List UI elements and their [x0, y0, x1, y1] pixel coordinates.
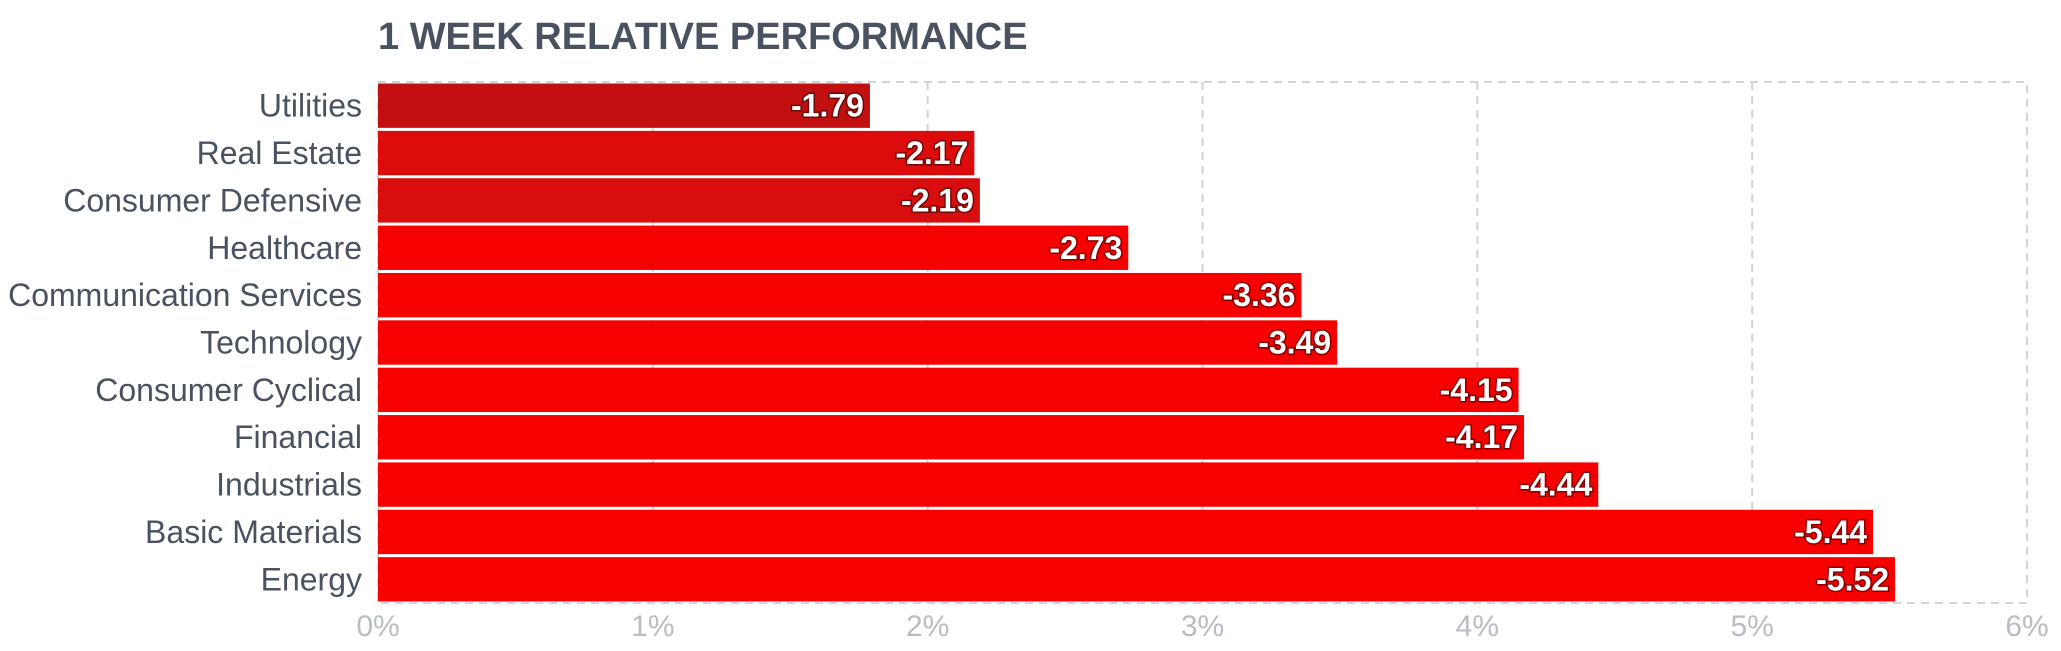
- bar: [378, 178, 980, 223]
- x-tick-label: 3%: [1181, 610, 1224, 643]
- value-label: -2.19: [901, 182, 974, 218]
- x-tick-label: 2%: [906, 610, 949, 643]
- category-label: Real Estate: [197, 135, 362, 171]
- bar: [378, 225, 1129, 270]
- category-label: Utilities: [259, 88, 362, 124]
- bar: [378, 415, 1525, 460]
- value-label: -4.15: [1440, 372, 1513, 408]
- category-label: Energy: [261, 561, 362, 597]
- value-label: -5.52: [1816, 561, 1889, 597]
- value-label: -2.73: [1049, 230, 1122, 266]
- bar: [378, 320, 1338, 365]
- category-label: Healthcare: [207, 230, 362, 266]
- value-label: -5.44: [1794, 514, 1867, 550]
- value-label: -4.17: [1445, 419, 1518, 455]
- x-tick-label: 0%: [356, 610, 399, 643]
- value-label: -4.44: [1519, 467, 1592, 503]
- x-axis-ticks: 0% 1% 2% 3% 4% 5% 6%: [356, 610, 2048, 643]
- category-label: Basic Materials: [145, 514, 362, 550]
- value-label: -2.17: [895, 135, 968, 171]
- bar: [378, 130, 975, 176]
- category-label: Technology: [200, 325, 362, 361]
- bar: [378, 83, 870, 128]
- x-tick-label: 6%: [2005, 610, 2048, 643]
- category-label: Financial: [234, 419, 362, 455]
- bar: [378, 509, 1874, 555]
- x-tick-label: 4%: [1456, 610, 1499, 643]
- category-labels: Utilities Real Estate Consumer Defensive He…: [8, 88, 362, 598]
- category-label: Communication Services: [8, 277, 362, 313]
- category-label: Industrials: [216, 467, 362, 503]
- value-label: -3.49: [1258, 325, 1331, 361]
- category-label: Consumer Defensive: [63, 182, 362, 218]
- value-labels: -1.79 -2.17 -2.19 -2.73 -3.36 -3.49 -4.15 -4.17…: [790, 86, 1891, 599]
- bar: [378, 272, 1302, 318]
- x-tick-label: 1%: [631, 610, 674, 643]
- chart-title: 1 WEEK RELATIVE PERFORMANCE: [378, 16, 1028, 58]
- bar: [378, 557, 1896, 602]
- bar: [378, 367, 1519, 413]
- value-label: -3.36: [1223, 277, 1296, 313]
- x-tick-label: 5%: [1730, 610, 1773, 643]
- category-label: Consumer Cyclical: [95, 372, 362, 408]
- value-label: -1.79: [791, 88, 864, 124]
- bar: [378, 462, 1599, 507]
- bars: [378, 83, 1896, 602]
